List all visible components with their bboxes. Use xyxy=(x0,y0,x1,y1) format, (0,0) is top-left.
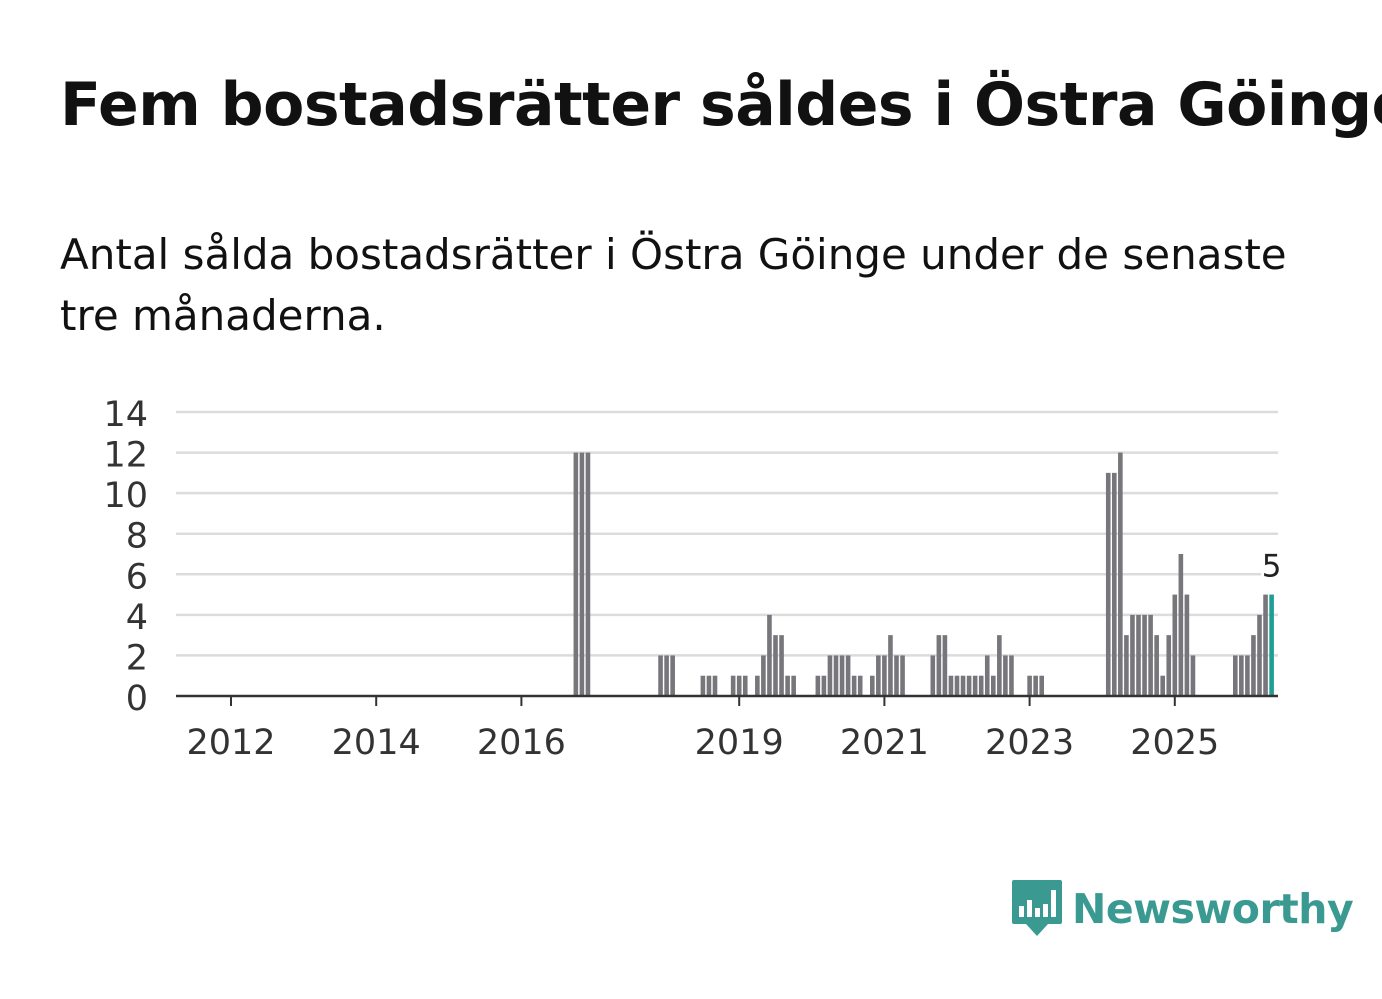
bar xyxy=(785,675,790,696)
y-tick-label: 0 xyxy=(126,679,148,719)
bar xyxy=(1263,594,1268,696)
bar xyxy=(706,675,712,696)
x-tick-label: 2025 xyxy=(1130,723,1219,763)
bar xyxy=(1172,594,1178,696)
bar xyxy=(1148,614,1153,696)
x-tick-label: 2014 xyxy=(332,723,421,763)
brand-name: Newsworthy xyxy=(1072,885,1354,933)
bar xyxy=(670,655,675,696)
bar xyxy=(1178,554,1184,696)
bar xyxy=(1039,675,1044,696)
newsworthy-logo[interactable]: Newsworthy xyxy=(1010,878,1354,940)
bar xyxy=(882,655,887,696)
chart-subtitle: Antal sålda bostadsrätter i Östra Göinge… xyxy=(60,230,1287,340)
bar xyxy=(1130,614,1135,696)
x-tick-label: 2012 xyxy=(186,723,275,763)
bar xyxy=(700,675,706,696)
bar xyxy=(839,655,845,696)
bar xyxy=(712,675,718,696)
bar xyxy=(894,655,899,696)
bar xyxy=(773,635,778,696)
bar xyxy=(948,675,954,696)
bar xyxy=(984,655,990,696)
bar xyxy=(888,635,893,696)
bar xyxy=(1245,655,1250,696)
bar xyxy=(851,675,857,696)
bar xyxy=(658,655,663,696)
annotations: 5 xyxy=(1259,546,1285,588)
bar xyxy=(1118,452,1123,696)
bar-latest xyxy=(1269,594,1274,696)
bar xyxy=(1142,614,1147,696)
bar xyxy=(966,675,972,696)
bar xyxy=(900,655,905,696)
bar xyxy=(573,452,579,696)
bar xyxy=(1003,655,1008,696)
bar xyxy=(755,675,760,696)
bar xyxy=(972,675,978,696)
bar xyxy=(1027,675,1032,696)
bar xyxy=(779,635,784,696)
bar xyxy=(1124,635,1129,696)
x-tick-label: 2021 xyxy=(840,723,929,763)
bar xyxy=(997,635,1002,696)
bar xyxy=(730,675,736,696)
bar xyxy=(1190,655,1196,696)
x-tick-label: 2019 xyxy=(695,723,784,763)
bar xyxy=(954,675,960,696)
bar xyxy=(827,655,833,696)
newsworthy-logo-icon xyxy=(1012,880,1062,936)
bar xyxy=(942,635,948,696)
bar xyxy=(1154,635,1159,696)
bar xyxy=(857,675,863,696)
bar xyxy=(1239,655,1244,696)
bar xyxy=(960,675,966,696)
bar xyxy=(1233,655,1238,696)
bar xyxy=(1136,614,1141,696)
bar xyxy=(664,655,669,696)
bar xyxy=(821,675,827,696)
x-tick-label: 2023 xyxy=(985,723,1074,763)
bar xyxy=(978,675,984,696)
x-axis-ticks: 2012 2014 2016 2019 2021 2023 2025 xyxy=(186,696,1219,763)
bar xyxy=(936,635,942,696)
y-tick-label: 12 xyxy=(103,436,148,476)
bar xyxy=(1105,472,1111,696)
bar xyxy=(767,614,772,696)
x-tick-label: 2016 xyxy=(477,723,566,763)
bar xyxy=(579,452,585,696)
bar xyxy=(991,675,996,696)
bar-series xyxy=(573,452,1274,696)
bar xyxy=(1033,675,1038,696)
bar xyxy=(1251,635,1256,696)
bar xyxy=(1009,655,1014,696)
bar xyxy=(845,655,851,696)
bar xyxy=(1112,472,1117,696)
bar xyxy=(1166,635,1172,696)
bar xyxy=(930,655,936,696)
y-tick-label: 14 xyxy=(103,395,148,435)
bar xyxy=(876,655,881,696)
bar xyxy=(761,655,766,696)
y-tick-label: 6 xyxy=(126,557,148,597)
y-tick-label: 10 xyxy=(103,476,148,516)
bar xyxy=(1184,594,1190,696)
y-tick-label: 8 xyxy=(126,517,148,557)
bar xyxy=(833,655,839,696)
bar xyxy=(1160,675,1165,696)
latest-value-label: 5 xyxy=(1262,549,1282,585)
bar xyxy=(1257,614,1262,696)
bar xyxy=(870,675,875,696)
bar xyxy=(791,675,796,696)
chart-title: Fem bostadsrätter såldes i Östra Göinge xyxy=(60,70,1382,140)
bar xyxy=(736,675,742,696)
bar xyxy=(585,452,591,696)
bar xyxy=(815,675,821,696)
y-tick-label: 2 xyxy=(126,638,148,678)
y-tick-label: 4 xyxy=(126,598,148,638)
gridlines xyxy=(176,410,1278,657)
bar xyxy=(742,675,748,696)
